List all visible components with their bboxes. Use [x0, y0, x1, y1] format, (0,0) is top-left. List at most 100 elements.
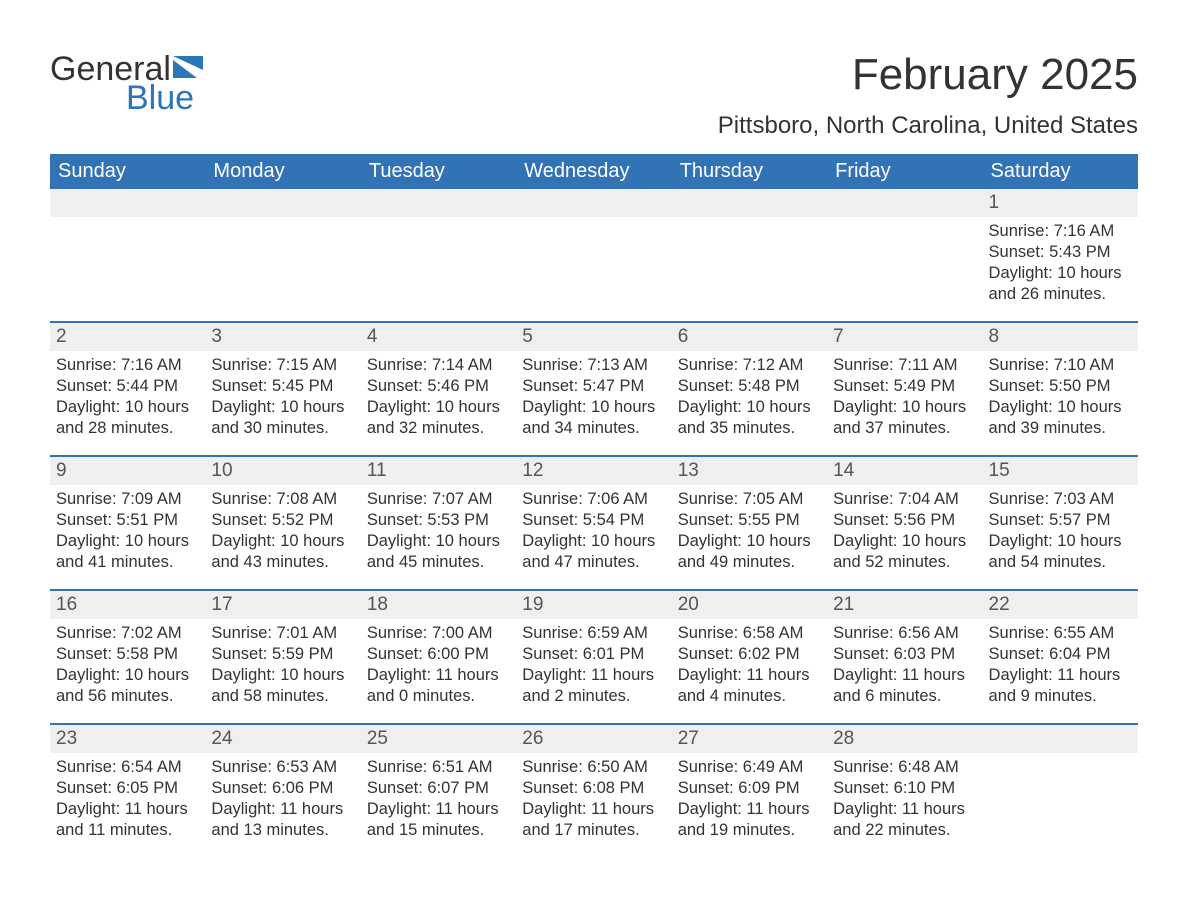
- col-monday: Monday: [205, 154, 360, 189]
- day-number: 13: [672, 457, 827, 485]
- calendar-day-cell: 8Sunrise: 7:10 AMSunset: 5:50 PMDaylight…: [983, 323, 1138, 455]
- day-details: Sunrise: 7:01 AMSunset: 5:59 PMDaylight:…: [205, 619, 360, 715]
- sunset-text: Sunset: 6:03 PM: [833, 644, 976, 665]
- calendar-day-cell: 6Sunrise: 7:12 AMSunset: 5:48 PMDaylight…: [672, 323, 827, 455]
- day-details: Sunrise: 7:06 AMSunset: 5:54 PMDaylight:…: [516, 485, 671, 581]
- day-number: 2: [50, 323, 205, 351]
- calendar-day-cell: [827, 189, 982, 321]
- day-number: 15: [983, 457, 1138, 485]
- calendar-day-cell: 5Sunrise: 7:13 AMSunset: 5:47 PMDaylight…: [516, 323, 671, 455]
- calendar-day-cell: 12Sunrise: 7:06 AMSunset: 5:54 PMDayligh…: [516, 457, 671, 589]
- sunset-text: Sunset: 5:52 PM: [211, 510, 354, 531]
- daylight-text: Daylight: 10 hours and 56 minutes.: [56, 665, 199, 707]
- calendar-day-cell: 7Sunrise: 7:11 AMSunset: 5:49 PMDaylight…: [827, 323, 982, 455]
- sunrise-text: Sunrise: 6:51 AM: [367, 757, 510, 778]
- day-number: 19: [516, 591, 671, 619]
- sunrise-text: Sunrise: 7:06 AM: [522, 489, 665, 510]
- sunset-text: Sunset: 5:59 PM: [211, 644, 354, 665]
- day-details: Sunrise: 6:51 AMSunset: 6:07 PMDaylight:…: [361, 753, 516, 849]
- daylight-text: Daylight: 10 hours and 35 minutes.: [678, 397, 821, 439]
- daylight-text: Daylight: 10 hours and 37 minutes.: [833, 397, 976, 439]
- sunset-text: Sunset: 5:50 PM: [989, 376, 1132, 397]
- day-number: 28: [827, 725, 982, 753]
- day-details: Sunrise: 6:58 AMSunset: 6:02 PMDaylight:…: [672, 619, 827, 715]
- day-number: 3: [205, 323, 360, 351]
- day-details: Sunrise: 7:05 AMSunset: 5:55 PMDaylight:…: [672, 485, 827, 581]
- day-details: Sunrise: 7:11 AMSunset: 5:49 PMDaylight:…: [827, 351, 982, 447]
- day-number: 4: [361, 323, 516, 351]
- calendar-day-cell: 10Sunrise: 7:08 AMSunset: 5:52 PMDayligh…: [205, 457, 360, 589]
- month-title: February 2025: [718, 50, 1138, 100]
- daylight-text: Daylight: 11 hours and 11 minutes.: [56, 799, 199, 841]
- daylight-text: Daylight: 10 hours and 41 minutes.: [56, 531, 199, 573]
- sunset-text: Sunset: 6:00 PM: [367, 644, 510, 665]
- sunset-text: Sunset: 5:56 PM: [833, 510, 976, 531]
- calendar-day-cell: 21Sunrise: 6:56 AMSunset: 6:03 PMDayligh…: [827, 591, 982, 723]
- day-details: Sunrise: 7:03 AMSunset: 5:57 PMDaylight:…: [983, 485, 1138, 581]
- calendar-day-cell: 28Sunrise: 6:48 AMSunset: 6:10 PMDayligh…: [827, 725, 982, 857]
- sunset-text: Sunset: 5:49 PM: [833, 376, 976, 397]
- day-details: Sunrise: 7:15 AMSunset: 5:45 PMDaylight:…: [205, 351, 360, 447]
- day-details: Sunrise: 7:16 AMSunset: 5:44 PMDaylight:…: [50, 351, 205, 447]
- sunrise-text: Sunrise: 7:05 AM: [678, 489, 821, 510]
- calendar-day-cell: 23Sunrise: 6:54 AMSunset: 6:05 PMDayligh…: [50, 725, 205, 857]
- daylight-text: Daylight: 10 hours and 43 minutes.: [211, 531, 354, 573]
- sunset-text: Sunset: 6:09 PM: [678, 778, 821, 799]
- day-number: 17: [205, 591, 360, 619]
- day-details: Sunrise: 6:53 AMSunset: 6:06 PMDaylight:…: [205, 753, 360, 849]
- day-number: 25: [361, 725, 516, 753]
- daylight-text: Daylight: 10 hours and 45 minutes.: [367, 531, 510, 573]
- day-details: Sunrise: 7:14 AMSunset: 5:46 PMDaylight:…: [361, 351, 516, 447]
- sunset-text: Sunset: 5:45 PM: [211, 376, 354, 397]
- sunrise-text: Sunrise: 7:14 AM: [367, 355, 510, 376]
- day-number: 6: [672, 323, 827, 351]
- day-details: Sunrise: 7:12 AMSunset: 5:48 PMDaylight:…: [672, 351, 827, 447]
- day-number: 20: [672, 591, 827, 619]
- daylight-text: Daylight: 10 hours and 26 minutes.: [989, 263, 1132, 305]
- sunset-text: Sunset: 5:55 PM: [678, 510, 821, 531]
- day-number: [827, 189, 982, 217]
- daylight-text: Daylight: 10 hours and 49 minutes.: [678, 531, 821, 573]
- sunrise-text: Sunrise: 6:48 AM: [833, 757, 976, 778]
- sunrise-text: Sunrise: 6:53 AM: [211, 757, 354, 778]
- daylight-text: Daylight: 10 hours and 58 minutes.: [211, 665, 354, 707]
- sunset-text: Sunset: 6:05 PM: [56, 778, 199, 799]
- calendar-day-cell: 16Sunrise: 7:02 AMSunset: 5:58 PMDayligh…: [50, 591, 205, 723]
- day-number: 21: [827, 591, 982, 619]
- calendar-day-cell: 14Sunrise: 7:04 AMSunset: 5:56 PMDayligh…: [827, 457, 982, 589]
- day-number: [361, 189, 516, 217]
- calendar-day-cell: [516, 189, 671, 321]
- day-details: Sunrise: 6:56 AMSunset: 6:03 PMDaylight:…: [827, 619, 982, 715]
- daylight-text: Daylight: 11 hours and 15 minutes.: [367, 799, 510, 841]
- sunset-text: Sunset: 5:51 PM: [56, 510, 199, 531]
- day-details: Sunrise: 6:55 AMSunset: 6:04 PMDaylight:…: [983, 619, 1138, 715]
- day-number: [205, 189, 360, 217]
- day-number: 10: [205, 457, 360, 485]
- sunrise-text: Sunrise: 7:01 AM: [211, 623, 354, 644]
- sunset-text: Sunset: 5:57 PM: [989, 510, 1132, 531]
- daylight-text: Daylight: 10 hours and 34 minutes.: [522, 397, 665, 439]
- calendar-day-cell: 9Sunrise: 7:09 AMSunset: 5:51 PMDaylight…: [50, 457, 205, 589]
- daylight-text: Daylight: 11 hours and 13 minutes.: [211, 799, 354, 841]
- calendar-table: Sunday Monday Tuesday Wednesday Thursday…: [50, 154, 1138, 857]
- day-details: Sunrise: 7:00 AMSunset: 6:00 PMDaylight:…: [361, 619, 516, 715]
- sunrise-text: Sunrise: 7:00 AM: [367, 623, 510, 644]
- logo: General Blue: [50, 50, 203, 118]
- day-details: Sunrise: 6:54 AMSunset: 6:05 PMDaylight:…: [50, 753, 205, 849]
- sunset-text: Sunset: 5:44 PM: [56, 376, 199, 397]
- col-tuesday: Tuesday: [361, 154, 516, 189]
- daylight-text: Daylight: 11 hours and 0 minutes.: [367, 665, 510, 707]
- day-number: 27: [672, 725, 827, 753]
- calendar-day-cell: 25Sunrise: 6:51 AMSunset: 6:07 PMDayligh…: [361, 725, 516, 857]
- sunrise-text: Sunrise: 6:58 AM: [678, 623, 821, 644]
- day-number: 7: [827, 323, 982, 351]
- sunrise-text: Sunrise: 7:07 AM: [367, 489, 510, 510]
- sunrise-text: Sunrise: 7:02 AM: [56, 623, 199, 644]
- sunset-text: Sunset: 6:07 PM: [367, 778, 510, 799]
- calendar-week-row: 23Sunrise: 6:54 AMSunset: 6:05 PMDayligh…: [50, 723, 1138, 857]
- day-details: Sunrise: 7:07 AMSunset: 5:53 PMDaylight:…: [361, 485, 516, 581]
- sunrise-text: Sunrise: 6:49 AM: [678, 757, 821, 778]
- day-details: Sunrise: 7:08 AMSunset: 5:52 PMDaylight:…: [205, 485, 360, 581]
- calendar-day-cell: 3Sunrise: 7:15 AMSunset: 5:45 PMDaylight…: [205, 323, 360, 455]
- calendar-week-row: 2Sunrise: 7:16 AMSunset: 5:44 PMDaylight…: [50, 321, 1138, 455]
